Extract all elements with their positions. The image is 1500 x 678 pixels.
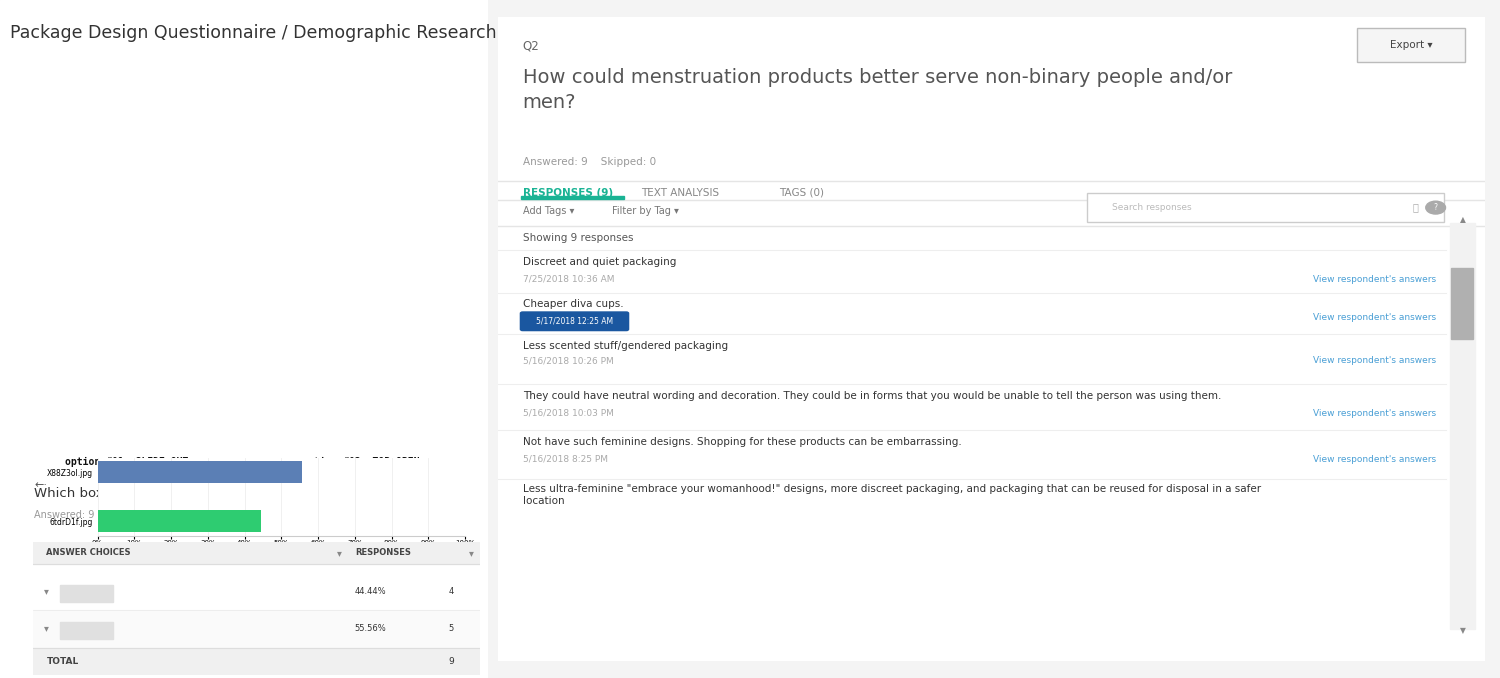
Text: ?: ? bbox=[1434, 203, 1437, 212]
Text: 5: 5 bbox=[448, 624, 454, 633]
Bar bbox=[98, 510, 261, 532]
Bar bbox=[60, 622, 114, 639]
Text: TOTAL: TOTAL bbox=[46, 657, 78, 666]
Text: Answered: 9   Skipped: 0: Answered: 9 Skipped: 0 bbox=[34, 510, 156, 520]
Text: Add Tags ▾: Add Tags ▾ bbox=[522, 206, 574, 216]
Text: Not have such feminine designs. Shopping for these products can be embarrassing.: Not have such feminine designs. Shopping… bbox=[522, 437, 962, 447]
Text: 7/25/2018 10:36 AM: 7/25/2018 10:36 AM bbox=[522, 275, 614, 283]
Text: TEXT ANALYSIS: TEXT ANALYSIS bbox=[640, 188, 718, 197]
Text: RESPONSES (9): RESPONSES (9) bbox=[522, 188, 614, 197]
Text: View respondent's answers: View respondent's answers bbox=[1312, 275, 1436, 283]
Text: Answered: 9    Skipped: 0: Answered: 9 Skipped: 0 bbox=[522, 157, 656, 167]
Text: Discreet and quiet packaging: Discreet and quiet packaging bbox=[522, 256, 676, 266]
Text: 9: 9 bbox=[448, 657, 454, 666]
Text: View respondent's answers: View respondent's answers bbox=[1312, 357, 1436, 365]
Bar bbox=[33, 573, 480, 610]
FancyBboxPatch shape bbox=[519, 311, 630, 332]
Text: TAGS (0): TAGS (0) bbox=[780, 188, 825, 197]
Text: View respondent's answers: View respondent's answers bbox=[1312, 313, 1436, 322]
Text: ▼: ▼ bbox=[1460, 626, 1466, 635]
Text: How could menstruation products better serve non-binary people and/or
men?: How could menstruation products better s… bbox=[522, 68, 1232, 112]
Text: Less ultra-feminine "embrace your womanhood!" designs, more discreet packaging, : Less ultra-feminine "embrace your womanh… bbox=[522, 484, 1262, 506]
Text: View respondent's answers: View respondent's answers bbox=[1312, 409, 1436, 418]
Circle shape bbox=[1426, 201, 1446, 214]
FancyBboxPatch shape bbox=[1088, 193, 1443, 222]
Text: ▾: ▾ bbox=[468, 548, 474, 558]
Text: They could have neutral wording and decoration. They could be in forms that you : They could have neutral wording and deco… bbox=[522, 391, 1221, 401]
Text: 4: 4 bbox=[448, 587, 454, 596]
Text: ←·: ←· bbox=[34, 480, 46, 490]
Text: 44.44%: 44.44% bbox=[356, 587, 387, 596]
Text: option #01: SLIDE OUT: option #01: SLIDE OUT bbox=[64, 458, 189, 467]
Text: option #02: TOP OPEN: option #02: TOP OPEN bbox=[302, 458, 420, 467]
Text: 5/16/2018 10:26 PM: 5/16/2018 10:26 PM bbox=[522, 357, 614, 365]
Text: Export ▾: Export ▾ bbox=[1389, 39, 1432, 49]
Text: ▾: ▾ bbox=[44, 586, 50, 597]
Text: Less scented stuff/gendered packaging: Less scented stuff/gendered packaging bbox=[522, 341, 728, 351]
Text: Which box design is the most convenient to you?: Which box design is the most convenient … bbox=[34, 487, 363, 500]
Bar bbox=[98, 461, 302, 483]
Text: View respondent's answers: View respondent's answers bbox=[1312, 455, 1436, 464]
Bar bbox=[520, 197, 624, 199]
Text: 5/16/2018 10:03 PM: 5/16/2018 10:03 PM bbox=[522, 409, 614, 418]
Text: ANSWER CHOICES: ANSWER CHOICES bbox=[46, 549, 130, 557]
Text: Cheaper diva cups.: Cheaper diva cups. bbox=[522, 299, 624, 309]
Bar bbox=[1452, 268, 1473, 339]
Bar bbox=[60, 584, 114, 602]
Text: 5/17/2018 12:25 AM: 5/17/2018 12:25 AM bbox=[536, 317, 614, 325]
Text: Q2: Q2 bbox=[522, 39, 540, 52]
Text: 55.56%: 55.56% bbox=[356, 624, 387, 633]
Text: ▲: ▲ bbox=[1460, 216, 1466, 224]
Bar bbox=[1450, 223, 1474, 629]
Bar bbox=[33, 648, 480, 675]
Text: Filter by Tag ▾: Filter by Tag ▾ bbox=[612, 206, 678, 216]
Text: Showing 9 responses: Showing 9 responses bbox=[522, 233, 633, 243]
Bar bbox=[33, 542, 480, 563]
Text: ⌕: ⌕ bbox=[1413, 203, 1419, 213]
Text: ▾: ▾ bbox=[44, 623, 50, 633]
Text: Search responses: Search responses bbox=[1112, 203, 1191, 212]
FancyBboxPatch shape bbox=[1356, 28, 1466, 62]
Text: 5/16/2018 8:25 PM: 5/16/2018 8:25 PM bbox=[522, 455, 608, 464]
Text: ▾: ▾ bbox=[338, 548, 342, 558]
Bar bbox=[33, 610, 480, 647]
Text: Package Design Questionnaire / Demographic Research: Package Design Questionnaire / Demograph… bbox=[10, 24, 496, 42]
Text: RESPONSES: RESPONSES bbox=[356, 549, 411, 557]
